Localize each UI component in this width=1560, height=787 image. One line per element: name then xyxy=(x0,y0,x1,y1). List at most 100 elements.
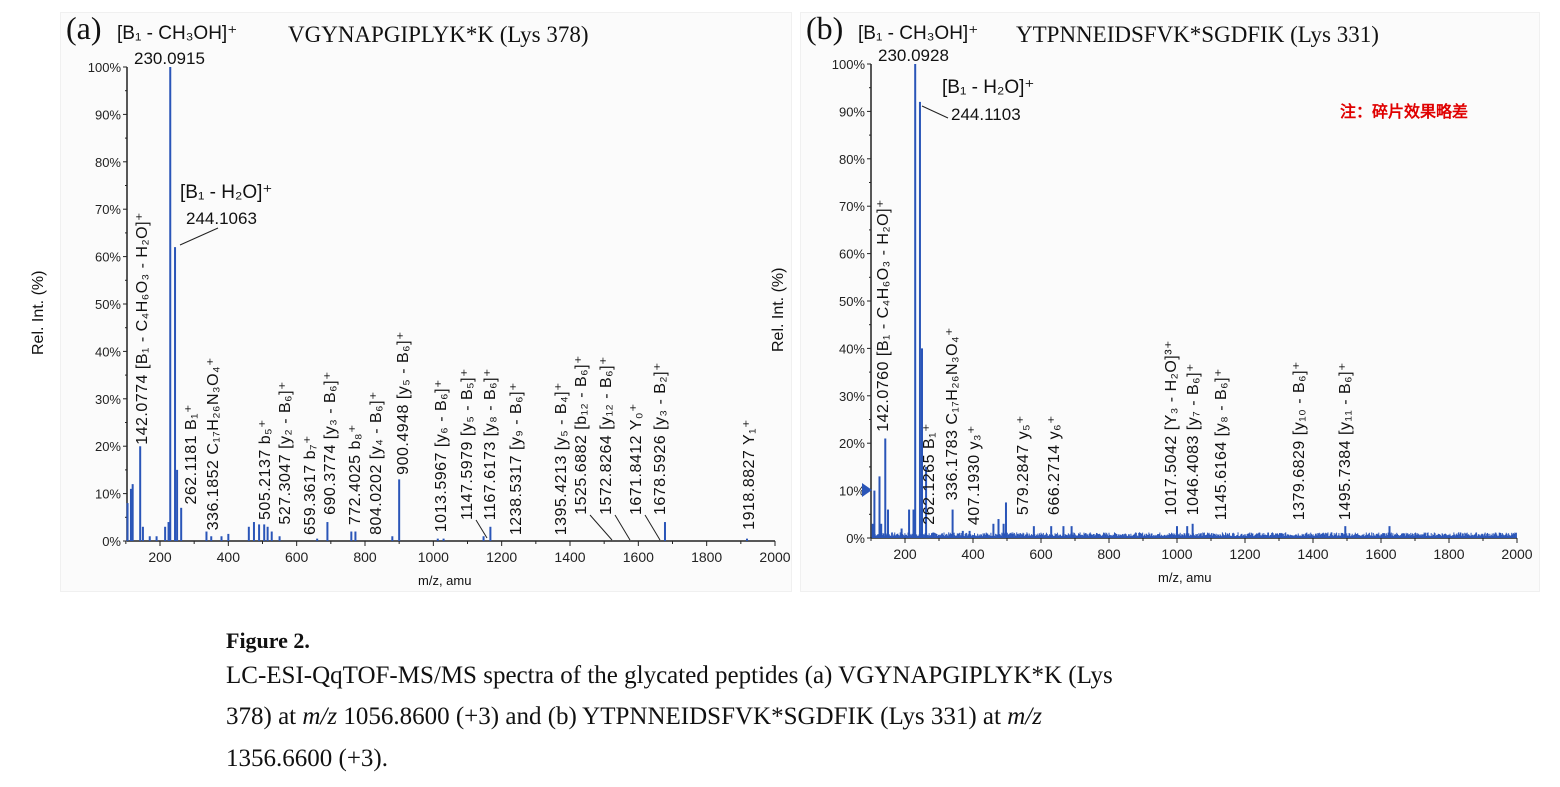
caption-mz-italic: m/z xyxy=(302,703,338,730)
panel-b-x-tick-label: 1200 xyxy=(1229,546,1260,562)
panel-a-background xyxy=(60,12,792,592)
panel-b-peak-label: 1046.4083 [y₇ - B₆]⁺ xyxy=(1185,362,1202,515)
panel-b-y-tick-label: 40% xyxy=(839,341,865,356)
panel-a-peak-label: 1395.4213 [y₅ - B₄]⁺ xyxy=(553,381,570,535)
panel-a-title: VGYNAPGIPLYK*K (Lys 378) xyxy=(288,22,589,47)
caption-mz-italic: m/z xyxy=(1007,703,1042,730)
panel-a-y-tick-label: 40% xyxy=(95,344,121,359)
panel-a-label-leader xyxy=(614,514,631,541)
panel-b-y-tick-label: 20% xyxy=(839,436,865,451)
panel-a-callout-line xyxy=(179,227,219,246)
panel-b-background xyxy=(800,12,1540,592)
panel-a-peak-label: 1013.5967 [y₆ - B₆]⁺ xyxy=(433,378,450,532)
panel-a-peak-label: 1671.8412 Y₀⁺ xyxy=(628,402,645,515)
panel-a-x-tick-label: 200 xyxy=(148,549,172,565)
panel-a-peak-label: 1525.6882 [b₁₂ - B₆]⁺ xyxy=(573,355,590,515)
panel-a-y-tick-label: 10% xyxy=(95,487,121,502)
panel-b-ylabel: Rel. Int. (%) xyxy=(770,267,787,352)
panel-b-peak-label: 579.2847 y₅⁺ xyxy=(1015,414,1032,515)
panel-b-second-mz: 244.1103 xyxy=(951,105,1021,124)
panel-a-y-tick-label: 60% xyxy=(95,250,121,265)
panel-b-peak-label: 407.1930 y₃⁺ xyxy=(966,424,983,525)
panel-a-peak-label: 1167.6173 [y₈ - B₆]⁺ xyxy=(482,367,499,520)
panel-a-x-tick-label: 1800 xyxy=(691,549,722,565)
panel-a-peak-label: 142.0774 [B₁ - C₄H₆O₃ - H₂O]⁺ xyxy=(134,212,151,445)
panel-b-x-tick-label: 2000 xyxy=(1501,546,1532,562)
panel-b-y-tick-label: 30% xyxy=(839,389,865,404)
panel-b-base-ion: [B₁ - CH₃OH]⁺ xyxy=(858,23,979,44)
figure-caption-title: Figure 2. xyxy=(226,628,310,653)
panel-b-threshold-marker-icon xyxy=(862,483,872,497)
panel-a-x-tick-label: 600 xyxy=(285,549,309,565)
panel-b-x-tick-label: 1600 xyxy=(1365,546,1396,562)
panel-a-x-tick-label: 1600 xyxy=(623,549,654,565)
panel-a-x-tick-label: 800 xyxy=(353,549,377,565)
panel-a-peak-label: 1238.5317 [y₉ - B₆]⁺ xyxy=(508,381,525,535)
panel-b-xlabel: m/z, amu xyxy=(1158,570,1212,585)
panel-a-second-ion: [B₁ - H₂O]⁺ xyxy=(180,182,273,203)
panel-a-peak-label: 1918.8827 Y₁⁺ xyxy=(741,419,758,530)
panel-b-peak-label: 1379.6829 [y₁₀ - B₆]⁺ xyxy=(1291,360,1308,520)
panel-b-x-tick-label: 400 xyxy=(961,546,985,562)
panel-b-peak-label: 1145.6164 [y₈ - B₆]⁺ xyxy=(1213,367,1230,520)
panel-b-y-tick-label: 80% xyxy=(839,152,865,167)
panel-a-y-tick-label: 70% xyxy=(95,202,121,217)
panel-b-y-tick-label: 50% xyxy=(839,294,865,309)
panel-a-x-tick-label: 400 xyxy=(217,549,241,565)
panel-a-peak-label: 659.3617 b₇⁺ xyxy=(302,434,319,535)
panel-b-y-tick-label: 10% xyxy=(839,484,865,499)
panel-b-callout-line xyxy=(921,105,949,119)
panel-b-peak-label: 1495.7384 [y₁₁ - B₆]⁺ xyxy=(1337,361,1354,520)
panel-a-peak-label: 690.3774 [y₃ - B₆]⁺ xyxy=(322,371,339,515)
panel-a-y-tick-label: 30% xyxy=(95,392,121,407)
panel-a-y-tick-label: 80% xyxy=(95,155,121,170)
panel-a-x-tick-label: 1200 xyxy=(486,549,517,565)
panel-b-x-tick-label: 1000 xyxy=(1161,546,1192,562)
panel-b-peak-label: 666.2714 y₆⁺ xyxy=(1046,414,1063,515)
panel-a-peak-label: 336.1852 C₁₇H₂₆N₃O₄⁺ xyxy=(205,356,222,530)
panel-a-ylabel: Rel. Int. (%) xyxy=(30,270,47,355)
panel-b-peak-label: 142.0760 [B₁ - C₄H₆O₃ - H₂O]⁺ xyxy=(875,199,892,432)
panel-a-peak-label: 262.1181 B₁⁺ xyxy=(183,404,200,505)
panel-b-y-tick-label: 0% xyxy=(846,531,865,546)
panel-a-label-leader xyxy=(475,519,488,539)
panel-b-tag: (b) xyxy=(806,10,844,46)
panel-a-base-ion: [B₁ - CH₃OH]⁺ xyxy=(117,23,238,44)
panel-a-y-tick-label: 90% xyxy=(95,107,121,122)
panel-a-peak-label: 1678.5926 [y₃ - B₂]⁺ xyxy=(652,361,669,515)
panel-a-x-tick-label: 1400 xyxy=(554,549,585,565)
panel-a-peak-label: 505.2137 b₅⁺ xyxy=(257,419,274,520)
panel-a-label-leader xyxy=(644,514,661,541)
panel-a-base-mz: 230.0915 xyxy=(134,49,205,68)
panel-a-peak-label: 527.3047 [y₂ - B₆]⁺ xyxy=(277,381,294,525)
caption-text: 1056.8600 (+3) and (b) YTPNNEIDSFVK*SGDF… xyxy=(337,703,1008,730)
panel-a-xlabel: m/z, amu xyxy=(418,573,472,588)
note-text: 注：碎片效果略差 xyxy=(1340,102,1469,121)
panel-b-x-tick-label: 800 xyxy=(1097,546,1121,562)
panel-a-peak-label: 900.4948 [y₅ - B₆]⁺ xyxy=(395,331,412,475)
panel-a-tag: (a) xyxy=(66,10,102,46)
panel-a-x-tick-label: 1000 xyxy=(418,549,449,565)
panel-a-peak-label: 772.4025 b₈⁺ xyxy=(347,423,364,525)
panel-b-x-tick-label: 1800 xyxy=(1433,546,1464,562)
panel-a-peak-label: 1147.5979 [y₅ - B₅]⁺ xyxy=(459,367,476,520)
panel-a-second-mz: 244.1063 xyxy=(186,209,257,228)
panel-b-title: YTPNNEIDSFVK*SGDFIK (Lys 331) xyxy=(1016,22,1379,47)
panel-b-peak-label: 262.1265 B₁⁺ xyxy=(921,423,938,525)
figure-caption-line-2: 378) at m/z 1056.8600 (+3) and (b) YTPNN… xyxy=(226,703,1042,731)
figure-caption-line-1: LC-ESI-QqTOF-MS/MS spectra of the glycat… xyxy=(226,662,1113,689)
caption-text: 378) at xyxy=(226,703,303,730)
panel-b-base-mz: 230.0928 xyxy=(878,46,949,65)
panel-a-peak-label: 804.0202 [y₄ - B₆]⁺ xyxy=(368,391,385,535)
panel-b-second-ion: [B₁ - H₂O]⁺ xyxy=(942,77,1035,98)
panel-a-x-tick-label: 2000 xyxy=(759,549,790,565)
panel-b-y-tick-label: 70% xyxy=(839,199,865,214)
panel-a-y-tick-label: 50% xyxy=(95,297,121,312)
panel-a-label-leader xyxy=(589,514,613,541)
panel-a-peak-label: 1572.8264 [y₁₂ - B₆]⁺ xyxy=(598,356,615,515)
panel-b-y-tick-label: 60% xyxy=(839,247,865,262)
figure-caption-line-3: 1356.6600 (+3). xyxy=(226,745,388,772)
panel-b-peak-label: 1017.5042 [Y₃ - H₂O]³⁺ xyxy=(1163,339,1180,515)
panel-a-y-tick-label: 100% xyxy=(88,60,122,75)
